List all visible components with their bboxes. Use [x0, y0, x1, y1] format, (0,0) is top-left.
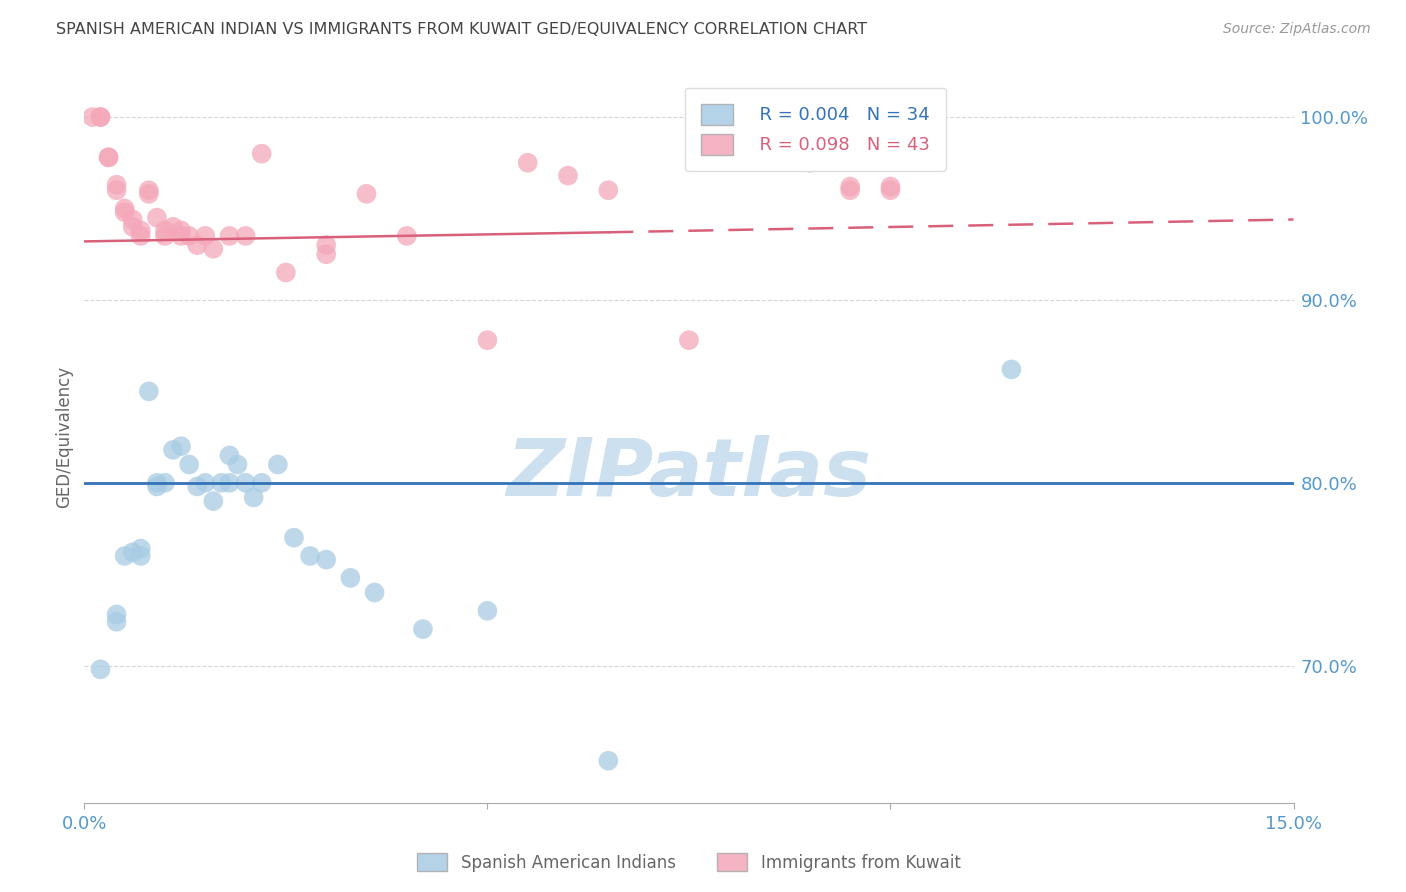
- Point: [114, 202, 136, 216]
- Point: [179, 228, 201, 243]
- Point: [138, 186, 160, 201]
- Point: [395, 228, 418, 243]
- Point: [235, 228, 257, 243]
- Point: [162, 219, 184, 234]
- Point: [170, 439, 193, 453]
- Point: [194, 228, 217, 243]
- Point: [267, 458, 290, 472]
- Text: SPANISH AMERICAN INDIAN VS IMMIGRANTS FROM KUWAIT GED/EQUIVALENCY CORRELATION CH: SPANISH AMERICAN INDIAN VS IMMIGRANTS FR…: [56, 22, 868, 37]
- Point: [879, 179, 901, 194]
- Point: [879, 183, 901, 197]
- Point: [218, 475, 240, 490]
- Point: [202, 242, 225, 256]
- Point: [129, 549, 152, 563]
- Point: [477, 333, 499, 347]
- Point: [218, 228, 240, 243]
- Point: [146, 479, 169, 493]
- Point: [114, 549, 136, 563]
- Point: [89, 662, 111, 676]
- Point: [315, 247, 337, 261]
- Point: [146, 211, 169, 225]
- Point: [105, 183, 128, 197]
- Point: [186, 479, 208, 493]
- Point: [114, 205, 136, 219]
- Point: [315, 552, 337, 566]
- Point: [412, 622, 434, 636]
- Point: [89, 110, 111, 124]
- Point: [678, 333, 700, 347]
- Point: [235, 475, 257, 490]
- Point: [97, 150, 120, 164]
- Point: [194, 475, 217, 490]
- Point: [153, 228, 176, 243]
- Point: [153, 475, 176, 490]
- Point: [363, 585, 385, 599]
- Point: [138, 384, 160, 399]
- Text: ZIPatlas: ZIPatlas: [506, 434, 872, 513]
- Point: [274, 265, 297, 279]
- Point: [162, 442, 184, 457]
- Point: [557, 169, 579, 183]
- Point: [339, 571, 361, 585]
- Point: [226, 458, 249, 472]
- Point: [186, 238, 208, 252]
- Point: [202, 494, 225, 508]
- Y-axis label: GED/Equivalency: GED/Equivalency: [55, 366, 73, 508]
- Legend: Spanish American Indians, Immigrants from Kuwait: Spanish American Indians, Immigrants fro…: [411, 847, 967, 879]
- Point: [82, 110, 104, 124]
- Point: [315, 238, 337, 252]
- Point: [179, 458, 201, 472]
- Point: [598, 183, 620, 197]
- Point: [105, 615, 128, 629]
- Point: [799, 155, 821, 169]
- Point: [356, 186, 378, 201]
- Point: [598, 754, 620, 768]
- Point: [97, 150, 120, 164]
- Point: [121, 219, 143, 234]
- Point: [1000, 362, 1022, 376]
- Point: [146, 475, 169, 490]
- Point: [218, 448, 240, 462]
- Point: [105, 178, 128, 192]
- Point: [209, 475, 232, 490]
- Point: [283, 531, 305, 545]
- Point: [299, 549, 322, 563]
- Point: [129, 228, 152, 243]
- Point: [121, 212, 143, 227]
- Point: [170, 223, 193, 237]
- Point: [250, 146, 273, 161]
- Point: [242, 491, 264, 505]
- Text: Source: ZipAtlas.com: Source: ZipAtlas.com: [1223, 22, 1371, 37]
- Point: [105, 607, 128, 622]
- Point: [129, 541, 152, 556]
- Point: [170, 228, 193, 243]
- Point: [138, 183, 160, 197]
- Point: [477, 604, 499, 618]
- Point: [839, 183, 862, 197]
- Point: [89, 110, 111, 124]
- Point: [839, 179, 862, 194]
- Point: [516, 155, 538, 169]
- Point: [129, 223, 152, 237]
- Point: [121, 545, 143, 559]
- Point: [153, 223, 176, 237]
- Point: [250, 475, 273, 490]
